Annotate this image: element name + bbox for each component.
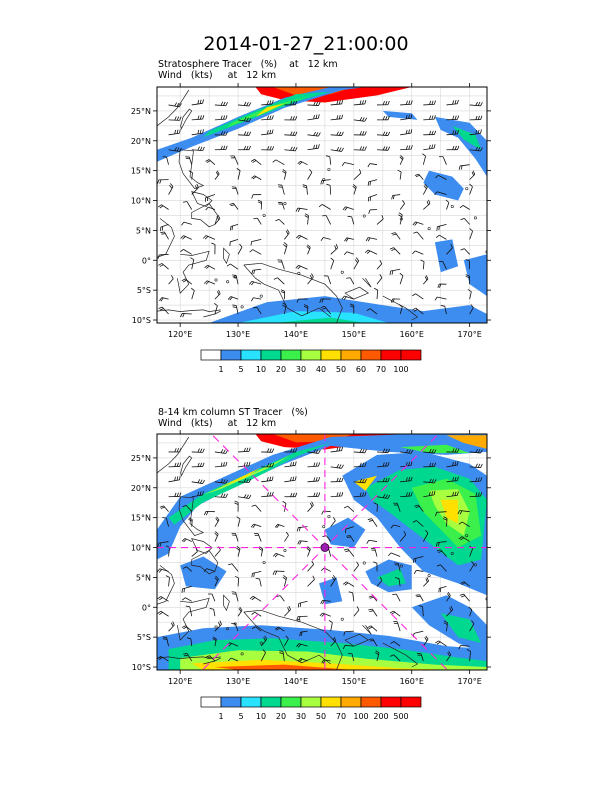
panel1-ytick-label: 10°S [132, 316, 151, 325]
colorbar-swatch [300, 349, 322, 361]
panel1-ytick-label: 10°N [131, 197, 151, 206]
panel1-ytick-label: 5°N [136, 226, 151, 235]
colorbar-swatch [240, 349, 262, 361]
panel1-ytick-label: 0° [142, 256, 151, 265]
panel2-xtick-label: 130°E [226, 677, 250, 686]
colorbar-swatch [220, 696, 242, 708]
panel1-xtick-label: 140°E [284, 330, 308, 339]
colorbar-label: 100 [393, 365, 408, 374]
colorbar-label: 20 [276, 365, 286, 374]
colorbar-swatch [400, 696, 422, 708]
panel2-wind-barbs [157, 446, 483, 664]
panel2-ytick-label: 20°N [131, 484, 151, 493]
colorbar-label: 20 [276, 712, 286, 721]
panel1-ytick-label: 15°N [131, 167, 151, 176]
colorbar-label: 70 [376, 365, 386, 374]
panel1-ytick-label: 25°N [131, 107, 151, 116]
panel1-frame [156, 86, 488, 324]
panel2-title-line2: Wind (kts) at 12 km [158, 418, 277, 429]
colorbar-label: 30 [296, 365, 306, 374]
colorbar-label: 5 [238, 365, 243, 374]
colorbar-label: 200 [373, 712, 388, 721]
panel2-ytick-label: 0° [142, 603, 151, 612]
panel2-colorbar: 1 5 10 20 30 50 70 100 200 500 [200, 696, 422, 721]
panel2-map [157, 434, 487, 670]
colorbar-label: 1 [218, 365, 223, 374]
colorbar-label: 50 [336, 365, 346, 374]
panel1-tracer-field [157, 87, 487, 323]
panel2-ytick-label: 25°N [131, 454, 151, 463]
colorbar-swatch [260, 696, 282, 708]
colorbar-label: 30 [296, 712, 306, 721]
panel2-ytick-label: 10°S [132, 663, 151, 672]
colorbar-label: 10 [256, 712, 266, 721]
colorbar-swatch [300, 696, 322, 708]
panel2-title-line1: 8-14 km column ST Tracer (%) [158, 407, 308, 418]
colorbar-label: 10 [256, 365, 266, 374]
colorbar-label: 40 [316, 365, 326, 374]
figure-title: 2014-01-27_21:00:00 [203, 33, 409, 55]
colorbar-swatch [360, 349, 382, 361]
panel1-xtick-label: 120°E [168, 330, 192, 339]
panel2-xtick-label: 170°E [457, 677, 481, 686]
colorbar-swatch [380, 696, 402, 708]
colorbar-label: 100 [353, 712, 368, 721]
panel1-xtick-label: 150°E [342, 330, 366, 339]
colorbar-swatch [280, 349, 302, 361]
colorbar-swatch [240, 696, 262, 708]
colorbar-label: 500 [393, 712, 408, 721]
colorbar-label: 5 [238, 712, 243, 721]
panel1-coastlines [157, 89, 487, 323]
panel2-ytick-label: 5°S [137, 633, 151, 642]
panel1-xtick-label: 160°E [400, 330, 424, 339]
panel1-colorbar: 1 5 10 20 30 40 50 60 70 100 [200, 349, 422, 374]
colorbar-swatch [360, 696, 382, 708]
panel2-xtick-label: 140°E [284, 677, 308, 686]
colorbar-swatch [340, 696, 362, 708]
panel2-xtick-label: 120°E [168, 677, 192, 686]
colorbar-swatch [200, 349, 222, 361]
panel2-coastlines [157, 436, 487, 670]
panel1-title-line2: Wind (kts) at 12 km [158, 70, 277, 81]
panel1-map [157, 87, 487, 323]
storm-center-marker [157, 434, 487, 670]
colorbar-swatch [340, 349, 362, 361]
panel2-tracer-field [157, 434, 487, 670]
panel1-xtick-label: 170°E [457, 330, 481, 339]
panel2-ytick-label: 10°N [131, 544, 151, 553]
panel1-title-line1: Stratosphere Tracer (%) at 12 km [158, 59, 338, 70]
panel2-xtick-label: 150°E [342, 677, 366, 686]
panel1-ytick-label: 20°N [131, 137, 151, 146]
panel2-xtick-label: 160°E [400, 677, 424, 686]
colorbar-label: 60 [356, 365, 366, 374]
colorbar-swatch [320, 349, 342, 361]
colorbar-label: 70 [336, 712, 346, 721]
colorbar-swatch [320, 696, 342, 708]
panel2-ytick-label: 15°N [131, 514, 151, 523]
colorbar-swatch [380, 349, 402, 361]
panel1-wind-barbs [157, 99, 483, 318]
colorbar-label: 1 [218, 712, 223, 721]
panel1-xtick-label: 130°E [226, 330, 250, 339]
colorbar-swatch [220, 349, 242, 361]
colorbar-swatch [200, 696, 222, 708]
colorbar-swatch [260, 349, 282, 361]
colorbar-swatch [280, 696, 302, 708]
panel2-ytick-label: 5°N [136, 573, 151, 582]
panel1-ytick-label: 5°S [137, 286, 151, 295]
colorbar-label: 50 [316, 712, 326, 721]
panel2-frame [156, 433, 488, 671]
colorbar-swatch [400, 349, 422, 361]
